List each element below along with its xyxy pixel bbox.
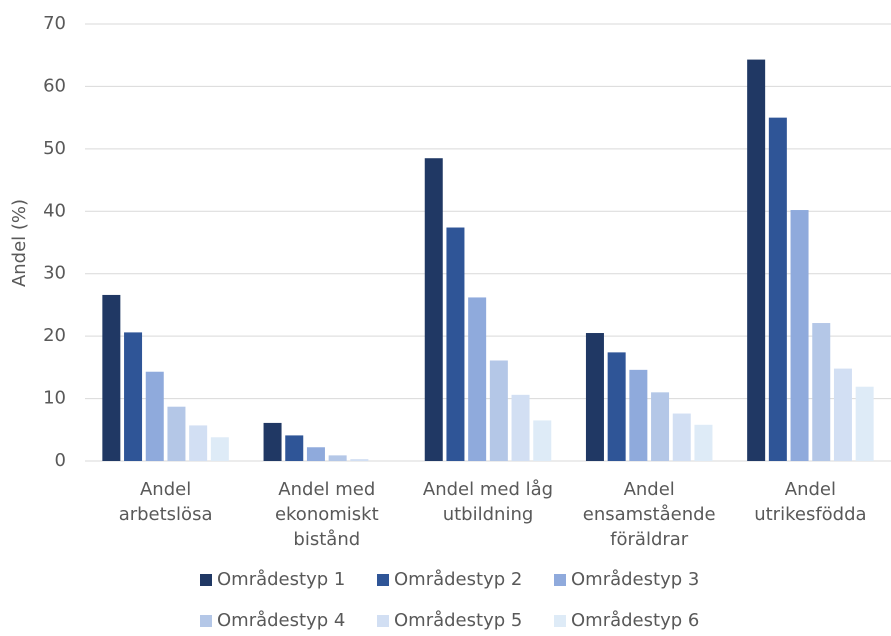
bar xyxy=(672,413,691,461)
x-tick-label: ekonomiskt xyxy=(275,504,379,525)
legend-swatch xyxy=(200,574,212,586)
bar xyxy=(629,369,648,461)
bar xyxy=(790,210,809,461)
y-tick-label: 70 xyxy=(43,13,66,34)
bar xyxy=(102,294,121,461)
legend-label: Områdestyp 5 xyxy=(394,610,522,631)
x-tick-label: utrikesfödda xyxy=(754,504,866,525)
bar xyxy=(306,447,325,461)
bar xyxy=(533,420,552,461)
legend-label: Områdestyp 4 xyxy=(217,610,345,631)
bar xyxy=(489,360,508,461)
bar xyxy=(694,424,713,461)
y-axis-label: Andel (%) xyxy=(9,199,30,287)
bar xyxy=(210,437,229,461)
bar xyxy=(511,394,530,461)
y-tick-label: 40 xyxy=(43,200,66,221)
legend-swatch xyxy=(377,615,389,627)
y-tick-label: 10 xyxy=(43,388,66,409)
bar xyxy=(350,459,369,461)
legend-label: Områdestyp 6 xyxy=(571,610,699,631)
x-tick-label: bistånd xyxy=(293,529,360,550)
bar xyxy=(833,368,852,461)
x-tick-label: Andel xyxy=(140,479,191,500)
bar xyxy=(446,227,465,461)
x-tick-label: arbetslösa xyxy=(119,504,213,525)
bar xyxy=(285,435,304,461)
legend-swatch xyxy=(377,574,389,586)
y-tick-label: 60 xyxy=(43,75,66,96)
bar xyxy=(124,332,143,461)
y-tick-label: 50 xyxy=(43,138,66,159)
legend-label: Områdestyp 3 xyxy=(571,569,699,590)
bar xyxy=(189,425,208,461)
legend-swatch xyxy=(200,615,212,627)
legend-swatch xyxy=(554,574,566,586)
bar xyxy=(812,323,831,461)
bar xyxy=(468,297,487,461)
legend-swatch xyxy=(554,615,566,627)
bar xyxy=(263,422,282,461)
x-tick-label: utbildning xyxy=(443,504,534,525)
x-tick-label: ensamstående xyxy=(583,504,716,525)
bar xyxy=(855,386,874,461)
bar xyxy=(585,333,604,461)
bar xyxy=(747,59,766,461)
legend-label: Områdestyp 2 xyxy=(394,569,522,590)
bar xyxy=(651,392,670,461)
legend-label: Områdestyp 1 xyxy=(217,569,345,590)
bar xyxy=(328,455,347,461)
y-tick-label: 0 xyxy=(55,450,66,471)
bar xyxy=(167,406,186,461)
y-tick-label: 30 xyxy=(43,263,66,284)
x-tick-label: föräldrar xyxy=(610,529,689,550)
bar xyxy=(145,371,164,461)
bar xyxy=(768,117,787,462)
x-tick-label: Andel med låg xyxy=(423,479,553,500)
bar xyxy=(607,352,626,461)
x-tick-label: Andel xyxy=(624,479,675,500)
x-tick-label: Andel xyxy=(785,479,836,500)
y-tick-label: 20 xyxy=(43,325,66,346)
bar xyxy=(424,158,443,461)
x-tick-label: Andel med xyxy=(278,479,375,500)
